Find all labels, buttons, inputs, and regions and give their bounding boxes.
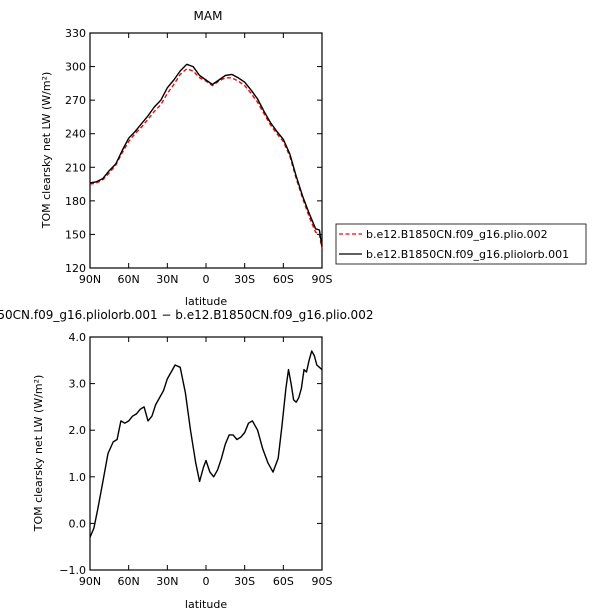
x-tick-label: 60N [118, 575, 140, 588]
y-tick-label: 180 [65, 195, 86, 208]
y-tick-label: −1.0 [59, 564, 86, 577]
x-tick-label: 90N [79, 575, 101, 588]
series-line-1 [89, 68, 323, 250]
y-tick-label: 210 [65, 161, 86, 174]
x-tick-label: 60N [118, 273, 140, 286]
y-tick-label: 1.0 [69, 471, 87, 484]
series-line-1 [89, 350, 323, 538]
x-tick-label: 30S [234, 575, 255, 588]
x-tick-label: 30N [156, 273, 178, 286]
legend-box [335, 223, 587, 265]
y-tick-label: 330 [65, 27, 86, 40]
x-tick-label: 60S [273, 273, 294, 286]
x-tick-label: 0 [203, 575, 210, 588]
y-tick-label: 3.0 [69, 378, 87, 391]
y-axis: 120 150 180 210 240 270 300 330 [65, 27, 322, 275]
y-axis: −1.0 0.0 1.0 2.0 3.0 4.0 [59, 331, 322, 577]
series-lines [89, 350, 323, 538]
x-tick-label: 90N [79, 273, 101, 286]
series-line-2 [89, 63, 323, 247]
x-tick-label: 90S [312, 273, 333, 286]
x-tick-label: 60S [273, 575, 294, 588]
x-axis: 90N 60N 30N 0 30S 60S 90S [79, 33, 333, 286]
y-tick-label: 0.0 [69, 517, 87, 530]
legend-label-plio: b.e12.B1850CN.f09_g16.plio.002 [366, 228, 548, 241]
y-tick-label: 120 [65, 262, 86, 275]
y-tick-label: 150 [65, 228, 86, 241]
y-tick-label: 300 [65, 61, 86, 74]
x-tick-label: 90S [312, 575, 333, 588]
legend-label-pliolorb: b.e12.B1850CN.f09_g16.pliolorb.001 [366, 248, 569, 261]
panel-top: MAM 120 150 180 210 240 270 300 330 90N 60N 30N 0 3… [40, 9, 333, 308]
x-axis: 90N 60N 30N 0 30S 60S 90S [79, 337, 333, 588]
panel-bottom: b.e12.B1850CN.f09_g16.pliolorb.001 − b.e… [0, 308, 373, 611]
chart-title: MAM [194, 9, 223, 23]
y-axis-label: TOM clearsky net LW (W/m²) [32, 375, 45, 533]
x-axis-label: latitude [185, 295, 227, 308]
series-lines [89, 63, 323, 250]
x-axis-label: latitude [185, 598, 227, 611]
y-tick-label: 2.0 [69, 424, 87, 437]
y-tick-label: 4.0 [69, 331, 87, 344]
x-tick-label: 0 [203, 273, 210, 286]
plot-frame [89, 336, 323, 571]
difference-title: b.e12.B1850CN.f09_g16.pliolorb.001 − b.e… [0, 308, 373, 322]
x-tick-label: 30S [234, 273, 255, 286]
y-axis-label: TOM clearsky net LW (W/m²) [40, 72, 53, 230]
x-tick-label: 30N [156, 575, 178, 588]
legend: b.e12.B1850CN.f09_g16.plio.002 b.e12.B18… [335, 223, 587, 265]
y-tick-label: 240 [65, 128, 86, 141]
y-tick-label: 270 [65, 94, 86, 107]
